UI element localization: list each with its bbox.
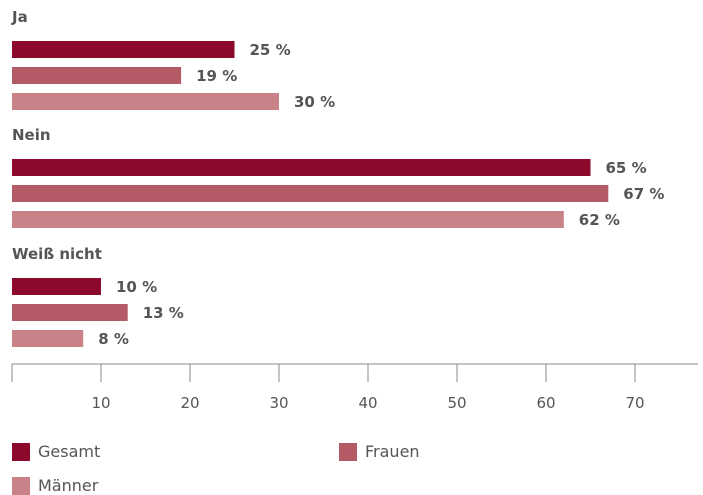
x-tick-label-10: 10: [91, 394, 110, 412]
bar-weiss-nicht-frauen: [12, 304, 128, 321]
value-label-ja-frauen: 19 %: [196, 67, 237, 85]
bar-weiss-nicht-m-nner: [12, 330, 84, 347]
bar-weiss-nicht-gesamt: [12, 278, 101, 295]
legend: Gesamt Frauen Männer: [12, 438, 672, 495]
legend-item-maenner: Männer: [12, 476, 98, 495]
legend-item-gesamt: Gesamt: [12, 442, 100, 461]
value-label-ja-gesamt: 25 %: [250, 41, 291, 59]
x-tick-label-20: 20: [180, 394, 199, 412]
bar-chart: Ja Nein Weiß nicht 25 % 19 % 30 % 65 % 67 %62 …: [11, 8, 698, 412]
bar-nein-m-nner: [12, 211, 564, 228]
bar-nein-gesamt: [12, 159, 591, 176]
value-label-weiss-nicht-gesamt: 10 %: [116, 278, 157, 296]
legend-label-frauen: Frauen: [365, 442, 420, 461]
bar-ja-gesamt: [12, 41, 235, 58]
value-label-ja-m-nner: 30 %: [294, 93, 335, 111]
x-tick-label-50: 50: [447, 394, 466, 412]
value-label-weiss-nicht-frauen: 13 %: [143, 304, 184, 322]
x-tick-label-30: 30: [269, 394, 288, 412]
x-tick-label-40: 40: [358, 394, 377, 412]
value-label-nein-frauen: 67 %: [623, 185, 664, 203]
legend-swatch-maenner: [12, 476, 30, 495]
legend-item-frauen: Frauen: [339, 442, 420, 461]
bar-ja-m-nner: [12, 93, 279, 110]
x-tick-label-60: 60: [536, 394, 555, 412]
category-label-nein: Nein: [12, 126, 51, 144]
value-label-nein-m-nner: 62 %: [579, 211, 620, 229]
x-tick-label-70: 70: [625, 394, 644, 412]
legend-label-gesamt: Gesamt: [38, 442, 101, 461]
category-label-ja: Ja: [11, 8, 28, 26]
bar-nein-frauen: [12, 185, 609, 202]
legend-swatch-frauen: [339, 442, 357, 461]
value-label-nein-gesamt: 65 %: [606, 159, 647, 177]
category-label-weiss-nicht: Weiß nicht: [12, 245, 102, 263]
legend-label-maenner: Männer: [38, 476, 99, 495]
bar-ja-frauen: [12, 67, 182, 84]
value-label-weiss-nicht-m-nner: 8 %: [98, 330, 129, 348]
legend-swatch-gesamt: [12, 442, 30, 461]
